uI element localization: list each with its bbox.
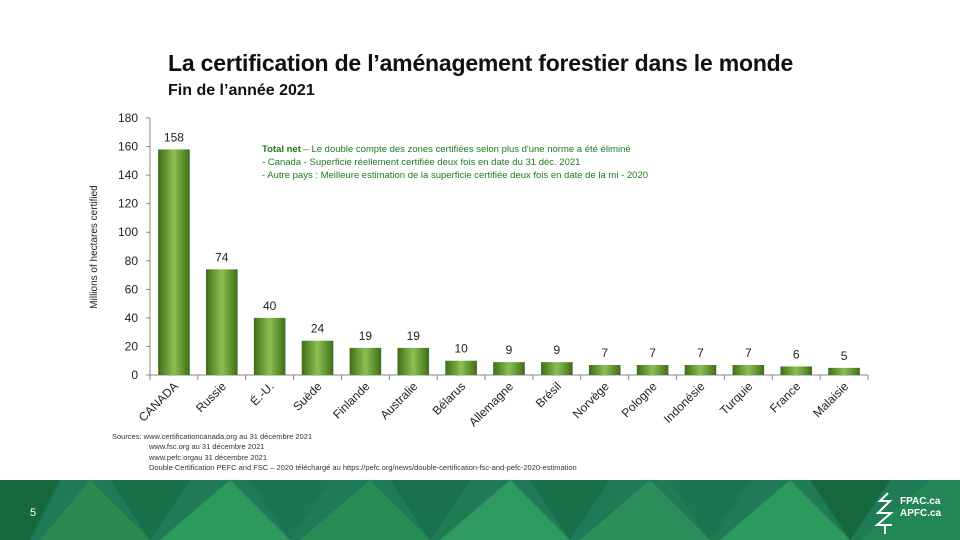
bar-chart: 0 20 40 60 80 100 120 140 160 180 CANADA Russie É.-…: [89, 111, 869, 429]
logo-line-2: APFC.ca: [900, 508, 942, 519]
y-axis: 0 20 40 60 80 100 120 140 160 180: [118, 111, 151, 382]
source-line-3: www.pefc.orgau 31 décembre 2021: [149, 452, 267, 462]
bar-value-label: 24: [311, 322, 325, 336]
bar-value-label: 158: [164, 130, 184, 144]
note-line2: - Canada - Superficie réellement certifi…: [262, 157, 581, 168]
bar-value-label: 74: [215, 250, 229, 264]
bar: [684, 365, 717, 375]
source-line-1: Sources: www.certificationcanada.org au …: [112, 432, 313, 441]
x-tick-label: Pologne: [619, 379, 660, 420]
bar-value-label: 7: [697, 346, 704, 360]
fpac-logo[interactable]: FPAC.ca APFC.ca: [874, 491, 944, 535]
bar: [732, 365, 765, 375]
bar: [206, 269, 238, 375]
note-line1-text: – Le double compte des zones certifiées …: [300, 144, 631, 155]
bar-value-label: 6: [793, 347, 800, 361]
x-tick-label: Allemagne: [466, 379, 516, 429]
note-line1: Total net – Le double compte des zones c…: [262, 144, 631, 155]
bar-value-label: 10: [454, 342, 468, 356]
bar-value-label: 19: [407, 329, 421, 343]
source-line-4: Double Certification PEFC and FSC – 2020…: [149, 463, 577, 473]
source-line-2: www.fsc.org au 31 décembre 2021: [149, 442, 265, 452]
x-tick-label: Suède: [290, 379, 325, 414]
note-total-net: Total net: [262, 144, 301, 155]
bar-value-label: 9: [554, 343, 561, 357]
page-title: La certification de l’aménagement forest…: [168, 50, 794, 76]
chart-note: Total net – Le double compte des zones c…: [262, 143, 648, 182]
x-tick-label: Turquie: [717, 379, 756, 418]
bar: [158, 149, 190, 375]
x-tick-label: Malaisie: [810, 379, 851, 420]
y-tick-label: 180: [118, 111, 138, 125]
x-tick-label: Australie: [377, 379, 420, 422]
bar-value-label: 5: [841, 349, 848, 363]
bar: [780, 366, 812, 375]
x-tick-label: Indonésie: [661, 379, 708, 426]
y-tick-label: 0: [131, 368, 138, 382]
logo-line-1: FPAC.ca: [900, 496, 941, 507]
logo-text: FPAC.ca APFC.ca: [900, 496, 941, 520]
x-tick-label: France: [767, 379, 804, 416]
bar: [349, 347, 382, 375]
bar: [828, 367, 860, 375]
y-axis-label: Millions of hectares certified: [89, 185, 100, 308]
bar-value-label: 40: [263, 299, 277, 313]
page-number: 5: [30, 507, 37, 519]
y-tick-label: 80: [125, 254, 139, 268]
page-subtitle: Fin de l’année 2021: [168, 82, 315, 99]
footer-band: [0, 480, 960, 540]
bar: [253, 317, 286, 375]
sources-block: Sources: www.certificationcanada.org au …: [112, 432, 577, 474]
x-tick-label: Brésil: [533, 379, 564, 410]
bar: [636, 365, 669, 375]
tree-logo-icon: [874, 492, 894, 534]
x-tick-label: Finlande: [330, 379, 373, 422]
bar-value-label: 19: [359, 329, 373, 343]
x-tick-label: Bélarus: [430, 379, 469, 418]
bar-value-label: 9: [506, 343, 513, 357]
bar: [397, 347, 430, 375]
bar-value-label: 7: [601, 346, 608, 360]
x-tick-label: CANADA: [136, 379, 181, 424]
bar: [301, 340, 334, 375]
x-tick-label: Norvège: [570, 379, 612, 421]
y-tick-label: 160: [118, 140, 138, 154]
x-tick-label: É.-U.: [247, 379, 277, 409]
y-tick-label: 20: [125, 339, 139, 353]
footer-pattern: [0, 480, 960, 540]
bar-value-label: 7: [649, 346, 656, 360]
x-axis: CANADA Russie É.-U. Suède Finlande Australie B…: [136, 374, 869, 429]
bars-group: 158 74 40 24 19 19 10 9 9 7 7 7 7 6 5: [158, 130, 860, 375]
bar: [445, 360, 477, 375]
y-tick-label: 40: [125, 311, 139, 325]
bar: [588, 365, 621, 375]
y-tick-label: 140: [118, 168, 138, 182]
y-tick-label: 60: [125, 282, 139, 296]
bar: [541, 362, 573, 375]
bar: [493, 362, 525, 375]
note-line3: - Autre pays : Meilleure estimation de l…: [262, 170, 649, 181]
x-tick-label: Russie: [193, 379, 229, 415]
y-tick-label: 120: [118, 197, 138, 211]
y-tick-label: 100: [118, 225, 138, 239]
bar-value-label: 7: [745, 346, 752, 360]
